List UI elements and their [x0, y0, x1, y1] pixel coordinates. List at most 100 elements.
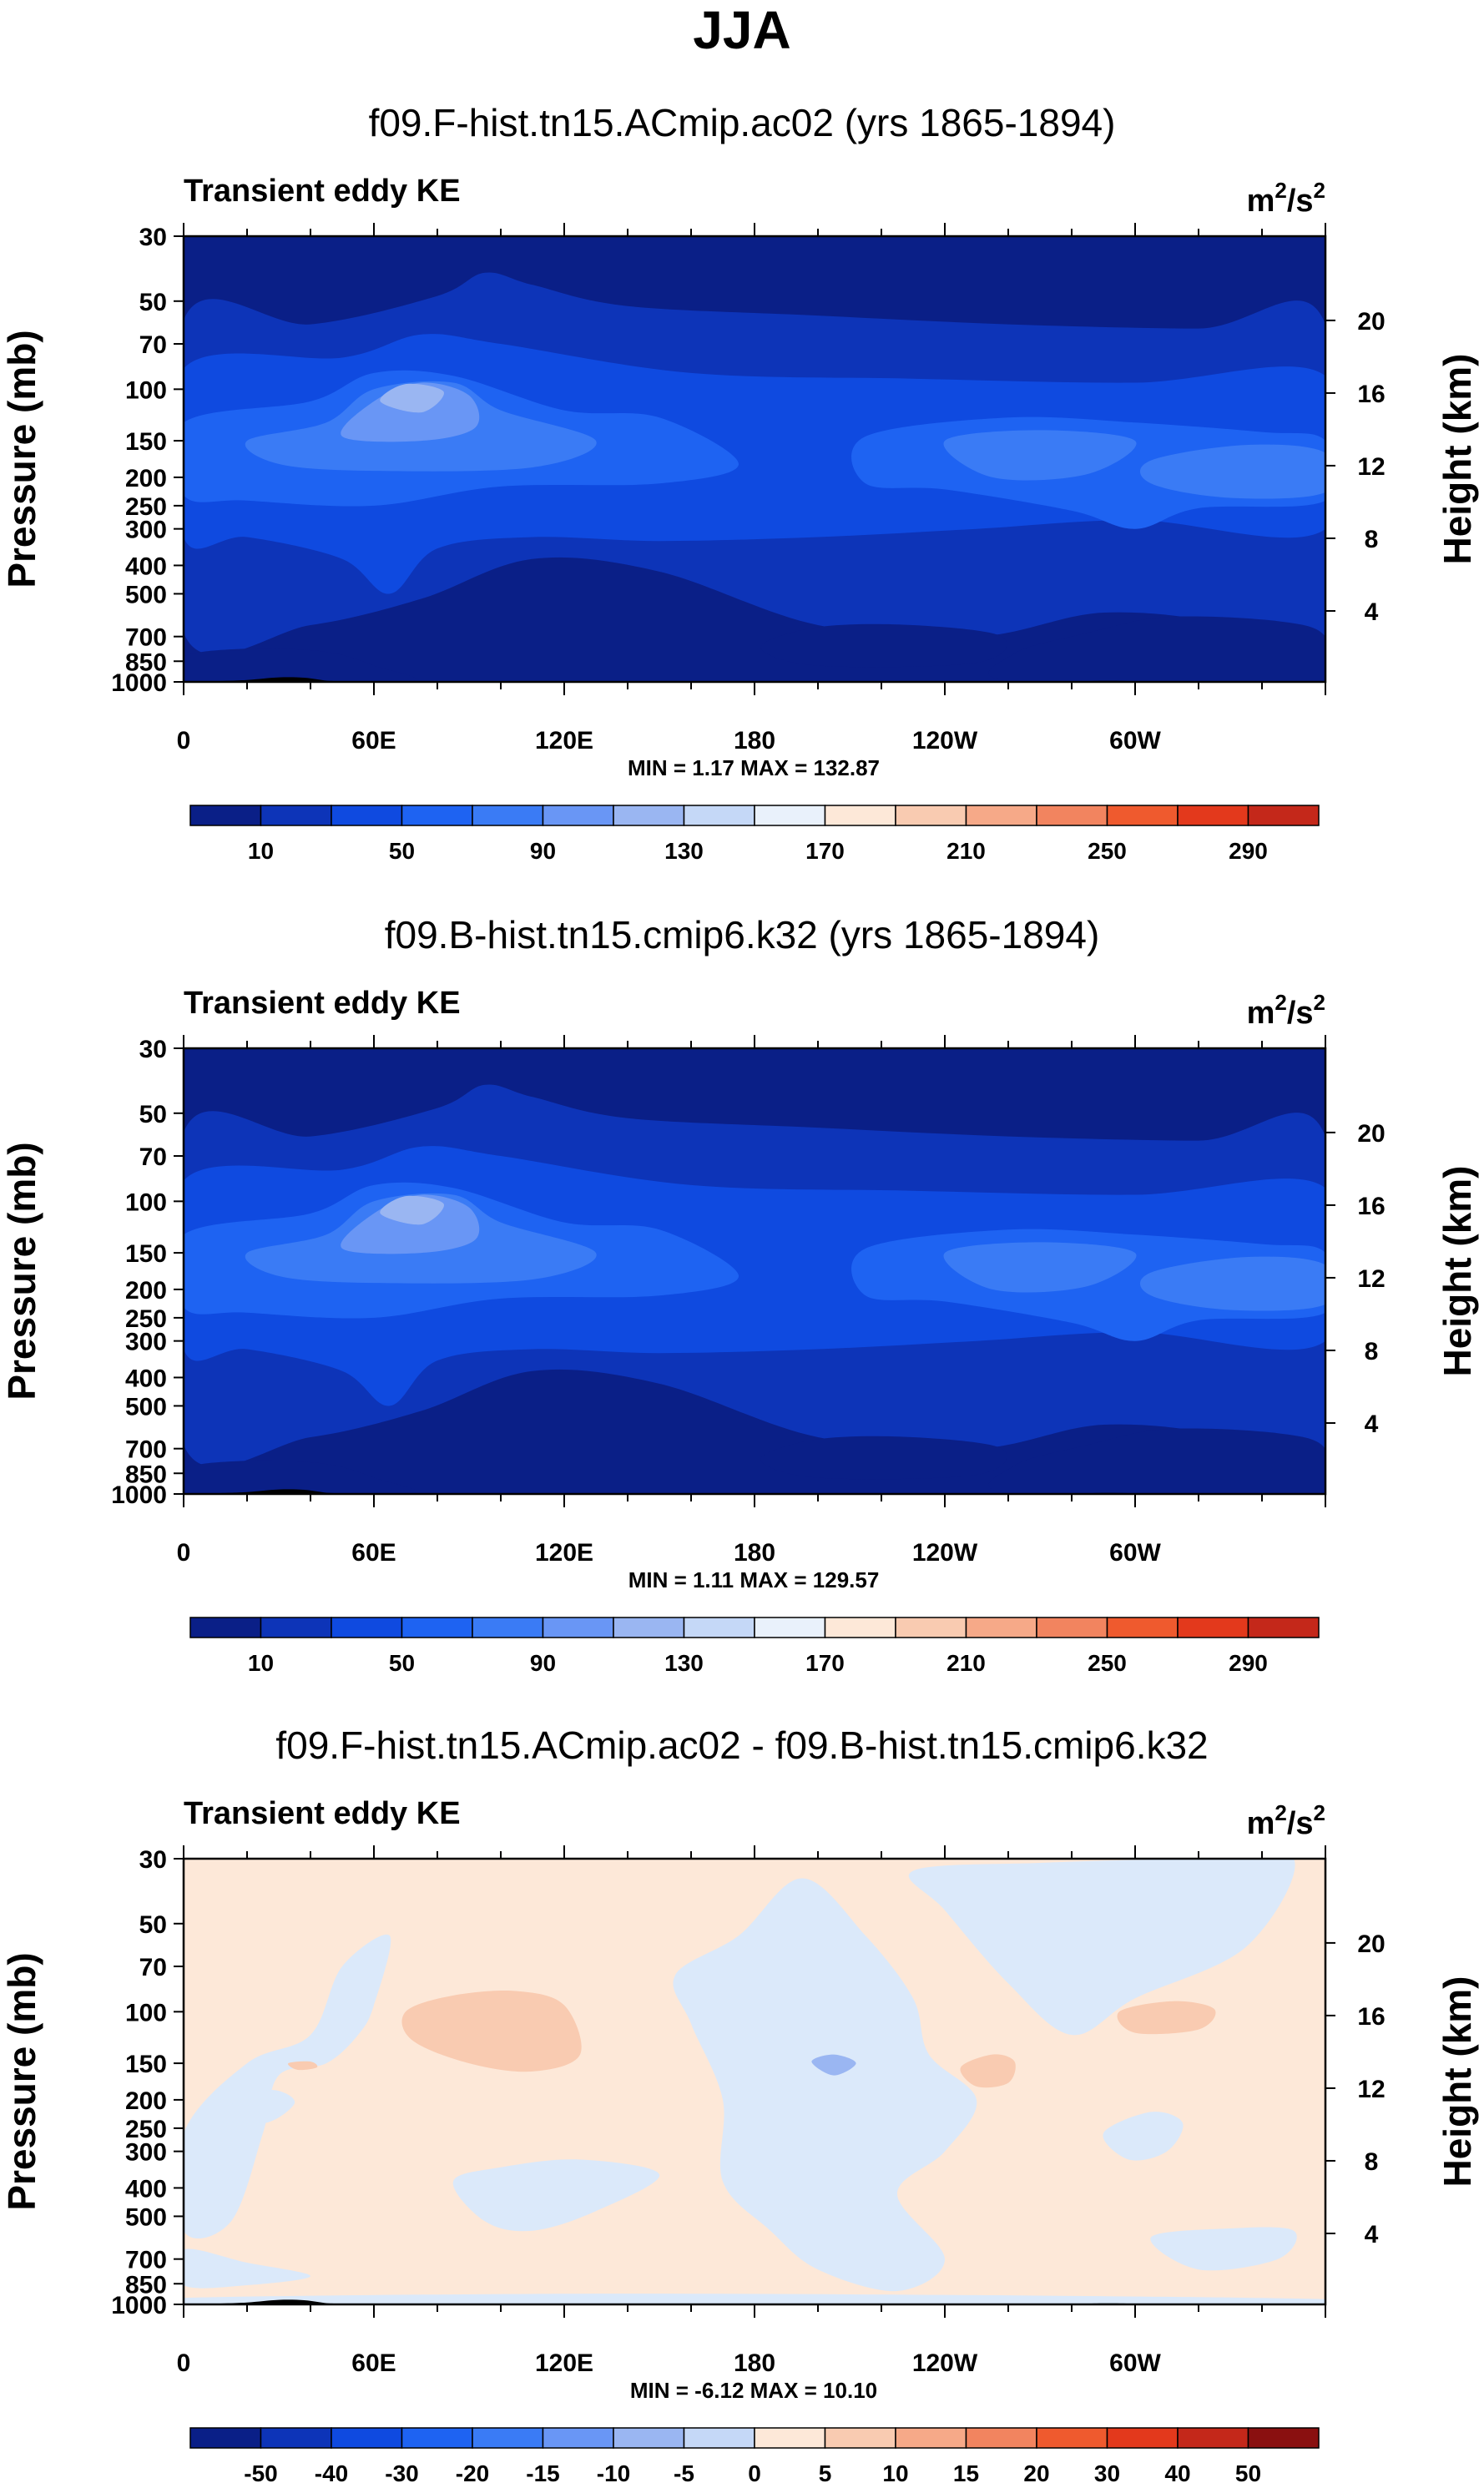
y-tick-label: 70 [139, 331, 167, 359]
colorbar-cell [472, 805, 544, 826]
colorbar-label: 10 [882, 2460, 908, 2483]
contour-level-6 [380, 1195, 444, 1225]
y-tick-label: 300 [125, 2139, 167, 2167]
y-tick-label: 200 [125, 465, 167, 492]
colorbar-label: 50 [389, 1650, 415, 1676]
colorbar-cell [613, 2427, 685, 2449]
panel-subtitle: Transient eddy KE [184, 1796, 461, 1831]
y-right-tick-label: 4 [1365, 1411, 1379, 1438]
colorbar-label: 10 [248, 838, 274, 864]
y-tick-label: 50 [139, 1911, 167, 1939]
y-right-axis-label: Height (km) [1436, 1166, 1479, 1377]
x-tick-label: 60E [351, 727, 396, 754]
contour-negative [673, 1878, 977, 2292]
colorbar-label: -40 [315, 2460, 348, 2483]
panel-1: f09.F-hist.tn15.ACmip.ac02 (yrs 1865-189… [0, 101, 1479, 864]
contour-positive [1117, 2001, 1216, 2035]
colorbar-cell [189, 2427, 262, 2449]
colorbar-label: 130 [664, 1650, 704, 1676]
x-tick-label: 60W [1109, 727, 1161, 754]
y-tick-label: 500 [125, 1393, 167, 1421]
y-tick-label: 1000 [111, 1481, 167, 1509]
colorbar-cell [1247, 1617, 1320, 1638]
contour-level-4 [1139, 1256, 1325, 1311]
x-tick-label: 0 [177, 727, 191, 754]
y-tick-label: 250 [125, 2116, 167, 2143]
colorbar-cell [189, 1617, 262, 1638]
panel-title: f09.B-hist.tn15.cmip6.k32 (yrs 1865-1894… [385, 913, 1100, 956]
y-tick-label: 150 [125, 2051, 167, 2078]
contour-negative [1150, 2227, 1297, 2271]
y-tick-label: 400 [125, 2175, 167, 2203]
plot-area [184, 1859, 1325, 2304]
colorbar-cell [824, 805, 896, 826]
x-tick-label: 120E [535, 727, 593, 754]
colorbar-label: 40 [1164, 2460, 1190, 2483]
panel-2: f09.B-hist.tn15.cmip6.k32 (yrs 1865-1894… [0, 913, 1479, 1676]
x-tick-label: 60E [351, 1539, 396, 1567]
units-label: m2/s2 [1247, 990, 1325, 1031]
y-right-tick-label: 20 [1357, 1930, 1385, 1958]
land-mask [218, 1489, 334, 1493]
colorbar-label: 50 [1235, 2460, 1261, 2483]
colorbar-cell [613, 1617, 685, 1638]
colorbar-label: -5 [674, 2460, 694, 2483]
colorbar-cell [542, 2427, 614, 2449]
x-tick-label: 120W [912, 727, 978, 754]
y-right-axis-label: Height (km) [1436, 1976, 1479, 2188]
y-tick-label: 100 [125, 1999, 167, 2026]
colorbar-cell [965, 1617, 1037, 1638]
contour-level-6 [380, 383, 444, 413]
x-tick-label: 60W [1109, 1539, 1161, 1567]
y-right-tick-label: 12 [1357, 453, 1385, 481]
y-right-tick-label: 8 [1365, 1338, 1379, 1365]
colorbar-cell [1247, 805, 1320, 826]
colorbar-cell [401, 2427, 473, 2449]
y-tick-label: 500 [125, 581, 167, 608]
y-tick-label: 250 [125, 1305, 167, 1333]
colorbar-cell [1036, 2427, 1108, 2449]
contour-level-0 [760, 623, 1007, 668]
colorbar-cell [1177, 805, 1249, 826]
colorbar-cell [1106, 1617, 1179, 1638]
y-tick-label: 50 [139, 289, 167, 316]
contour-level-5 [341, 1194, 480, 1254]
land-mask [205, 2299, 349, 2304]
colorbar-cell [683, 2427, 755, 2449]
y-right-tick-label: 20 [1357, 1120, 1385, 1148]
contour-negative [908, 1859, 1295, 2036]
y-right-tick-label: 16 [1357, 2003, 1385, 2031]
units-label: m2/s2 [1247, 178, 1325, 219]
panel-title: f09.F-hist.tn15.ACmip.ac02 - f09.B-hist.… [275, 1723, 1208, 1767]
colorbar-cell [754, 1617, 826, 1638]
x-tick-label: 120E [535, 1539, 593, 1567]
colorbar-label: 0 [748, 2460, 761, 2483]
contour-negative [230, 2089, 295, 2123]
colorbar-cell [1036, 1617, 1108, 1638]
y-tick-label: 30 [139, 1846, 167, 1874]
colorbar-cell [260, 1617, 332, 1638]
colorbar-label: 90 [530, 1650, 556, 1676]
y-tick-label: 250 [125, 493, 167, 521]
y-tick-label: 300 [125, 517, 167, 544]
colorbar-cell [895, 1617, 967, 1638]
y-tick-label: 200 [125, 2087, 167, 2115]
y-tick-label: 100 [125, 376, 167, 404]
min-max-label: MIN = 1.17 MAX = 132.87 [628, 755, 880, 780]
y-tick-label: 400 [125, 1365, 167, 1392]
colorbar-cell [1036, 805, 1108, 826]
y-tick-label: 300 [125, 1329, 167, 1356]
colorbar-cell [331, 805, 403, 826]
y-axis-label: Pressure (mb) [0, 1952, 43, 2210]
colorbar-cell [542, 1617, 614, 1638]
y-tick-label: 850 [125, 1461, 167, 1488]
colorbar-cell [965, 805, 1037, 826]
colorbar-cell [1106, 2427, 1179, 2449]
plot-area [184, 1048, 1325, 1493]
y-tick-label: 70 [139, 1954, 167, 1981]
y-tick-label: 400 [125, 553, 167, 580]
y-right-tick-label: 12 [1357, 2076, 1385, 2103]
min-max-label: MIN = -6.12 MAX = 10.10 [630, 2378, 877, 2403]
colorbar-label: 250 [1088, 838, 1127, 864]
